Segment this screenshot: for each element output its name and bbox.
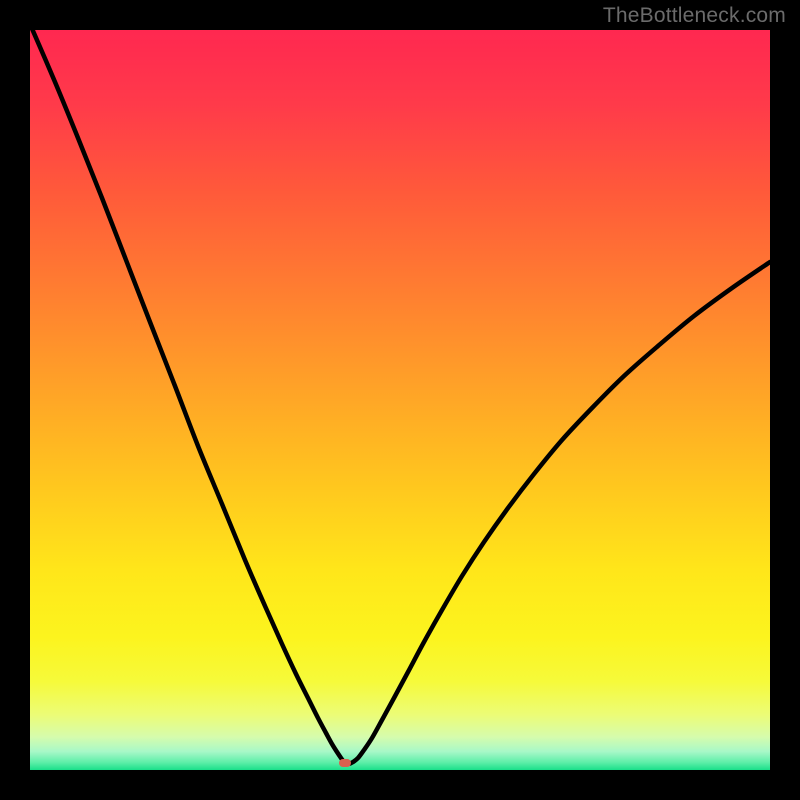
- frame-left: [0, 0, 30, 800]
- plot-area: [30, 30, 770, 770]
- minimum-marker: [339, 759, 351, 767]
- frame-right: [770, 0, 800, 800]
- watermark-text: TheBottleneck.com: [603, 4, 786, 28]
- bottleneck-curve: [30, 30, 770, 770]
- frame-bottom: [0, 770, 800, 800]
